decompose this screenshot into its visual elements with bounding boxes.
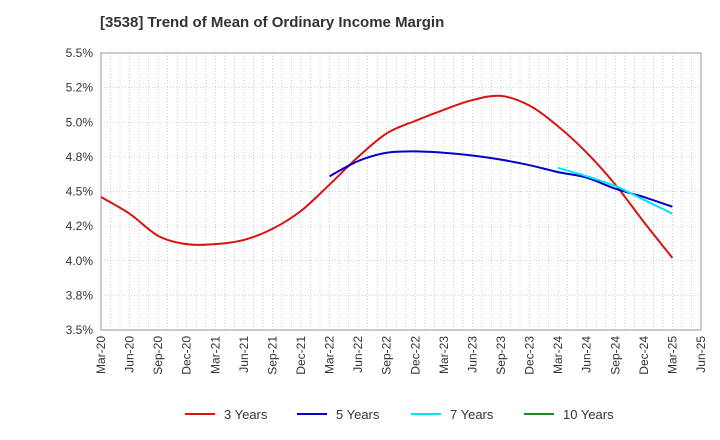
x-tick-label: Sep-20 [151,336,165,375]
x-tick-label: Mar-20 [94,336,108,374]
y-tick-label: 5.5% [66,46,94,60]
series-lines [100,94,674,259]
x-tick-label: Mar-23 [437,336,451,374]
x-tick-label: Dec-21 [294,336,308,375]
grid [101,53,701,330]
y-tick-label: 5.0% [66,115,94,129]
x-tick-label: Jun-23 [465,336,479,373]
x-tick-label: Dec-22 [408,336,422,375]
x-tick-label: Jun-20 [123,336,137,373]
legend-label-10-years: 10 Years [563,407,614,422]
legend-label-5-years: 5 Years [336,407,380,422]
x-tick-label: Mar-21 [208,336,222,374]
x-tick-label: Jun-24 [580,336,594,373]
series-line-3-years [100,94,674,259]
legend: 3 Years 5 Years 7 Years 10 Years [185,407,614,422]
y-tick-label: 5.2% [66,81,94,95]
x-tick-label: Sep-22 [380,336,394,375]
x-tick-label: Sep-21 [265,336,279,375]
x-tick-label: Sep-23 [494,336,508,375]
x-tick-label: Mar-24 [551,336,565,374]
y-tick-label: 3.5% [66,323,94,337]
x-tick-label: Sep-24 [608,336,622,375]
y-axis-tick-labels: 3.5% 3.8% 4.0% 4.2% 4.5% 4.8% 5.0% 5.2% 5.5% [66,46,94,337]
x-tick-label: Jun-22 [351,336,365,373]
x-tick-label: Mar-22 [323,336,337,374]
legend-label-3-years: 3 Years [224,407,268,422]
y-tick-label: 3.8% [66,288,94,302]
y-tick-label: 4.5% [66,185,94,199]
chart-title: [3538] Trend of Mean of Ordinary Income … [100,14,445,31]
x-tick-label: Dec-23 [523,336,537,375]
legend-label-7-years: 7 Years [450,407,494,422]
y-tick-label: 4.0% [66,254,94,268]
x-tick-label: Mar-25 [665,336,679,374]
plot-area-border [100,52,702,331]
x-axis-tick-labels: Mar-20 Jun-20 Sep-20 Dec-20 Mar-21 Jun-21 Sep-… [94,336,708,375]
x-tick-label: Dec-24 [637,336,651,375]
x-tick-label: Dec-20 [180,336,194,375]
x-tick-label: Jun-25 [694,336,708,373]
y-tick-label: 4.2% [66,219,94,233]
series-line-5-years [329,150,673,208]
y-tick-label: 4.8% [66,150,94,164]
x-tick-label: Jun-21 [237,336,251,373]
series-line-7-years [557,166,673,215]
